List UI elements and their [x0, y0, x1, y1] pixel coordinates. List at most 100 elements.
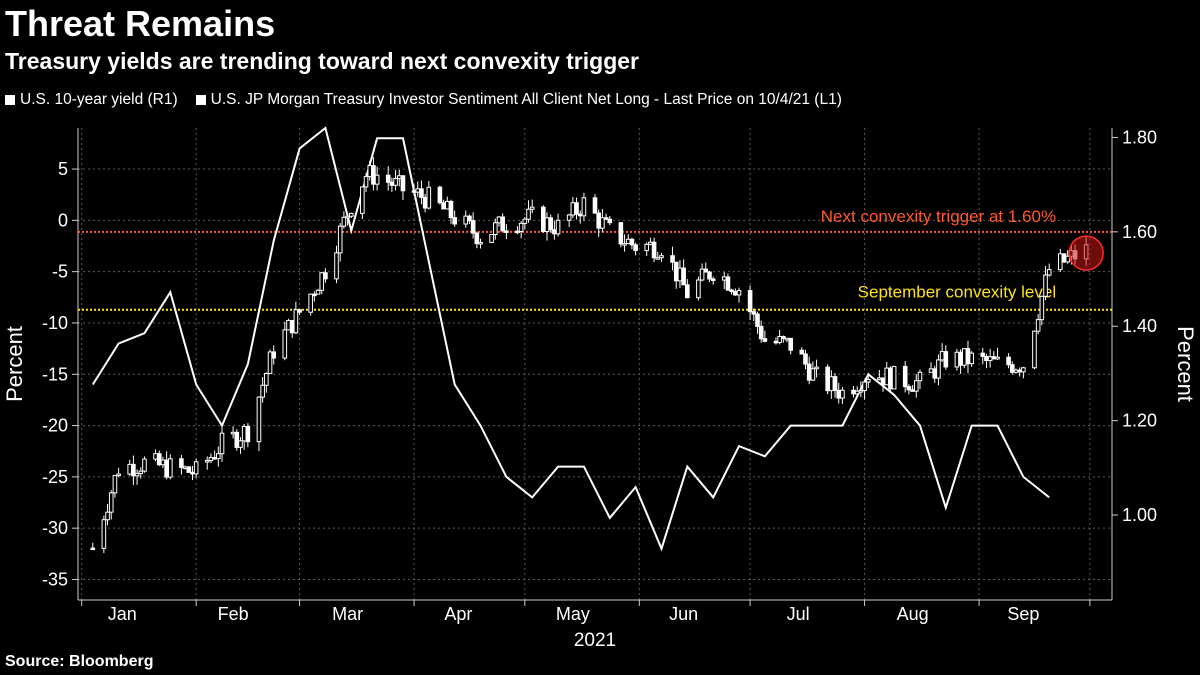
annotation-label-september: September convexity level	[858, 283, 1056, 302]
yield-candle-body	[90, 547, 96, 551]
yield-candle-body	[607, 218, 613, 224]
right-tick-label: 1.20	[1122, 411, 1157, 431]
yield-candle-body	[448, 200, 454, 219]
yield-candle-body	[131, 463, 136, 477]
yield-candle-body	[659, 255, 664, 259]
yield-candle-body	[721, 276, 727, 281]
yield-candle-body	[142, 458, 147, 472]
yield-candle-body	[426, 186, 432, 209]
yield-candle-body	[190, 471, 195, 475]
yield-candle-body	[289, 319, 295, 334]
left-tick-label: -35	[42, 569, 68, 589]
yield-candle-body	[515, 230, 520, 234]
month-tick-label: Jul	[787, 604, 810, 624]
yield-candle-body	[204, 460, 210, 463]
left-tick-label: -20	[42, 416, 68, 436]
yield-candle-body	[762, 338, 768, 342]
yield-candle-body	[219, 432, 225, 455]
yield-candle-body	[241, 426, 247, 442]
yield-candle-body	[622, 243, 627, 246]
yield-candle-body	[788, 337, 794, 351]
yield-candle-body	[389, 181, 395, 186]
left-tick-label: 5	[58, 159, 68, 179]
yield-candle-body	[891, 365, 897, 390]
yield-candle-body	[566, 214, 572, 221]
legend-swatch-yield	[5, 95, 15, 105]
yield-candle-body	[1017, 369, 1022, 373]
yield-candle-body	[747, 290, 753, 313]
yield-candle-body	[108, 492, 114, 513]
left-axis-title: Percent	[2, 326, 27, 402]
yield-candle-body	[685, 284, 690, 299]
yield-candle-body	[555, 219, 561, 235]
yield-candle-body	[544, 217, 550, 232]
yield-candle-body	[541, 206, 546, 232]
yield-candle-body	[699, 268, 705, 281]
yield-candle-body	[293, 309, 299, 334]
yield-candle-body	[987, 356, 993, 362]
yield-candle-body	[127, 463, 133, 475]
yield-candle-body	[478, 241, 483, 245]
yield-candle-body	[334, 252, 339, 280]
right-tick-label: 1.40	[1122, 316, 1157, 336]
month-tick-label: Apr	[444, 604, 472, 624]
yield-candle-body	[729, 289, 734, 293]
yield-candle-body	[814, 366, 819, 370]
yield-candle-body	[574, 202, 579, 215]
yield-candle-body	[518, 222, 524, 232]
yield-candle-body	[282, 329, 288, 359]
yield-candle-body	[134, 472, 140, 477]
yield-candle-body	[504, 230, 509, 233]
yield-candle-body	[784, 337, 790, 341]
yield-candle-body	[1046, 269, 1052, 276]
yield-candle-body	[230, 431, 236, 435]
yield-candle-body	[319, 272, 325, 291]
yield-candle-body	[101, 519, 107, 549]
yield-candle-body	[444, 200, 450, 210]
yield-candle-body	[1013, 369, 1019, 373]
yield-candle-body	[781, 335, 786, 339]
legend-swatch-sentiment	[195, 95, 206, 105]
yield-candle-body	[138, 470, 144, 474]
yield-candle-body	[411, 190, 417, 193]
yield-candle-body	[360, 186, 365, 214]
yield-candle-body	[928, 368, 934, 373]
yield-candle-body	[913, 380, 919, 392]
yield-candle-body	[799, 349, 805, 355]
month-tick-label: Sep	[1007, 604, 1039, 624]
yield-candle-body	[441, 202, 446, 210]
left-tick-label: -15	[42, 364, 68, 384]
yield-candle-body	[577, 213, 583, 217]
yield-candle-body	[345, 215, 350, 219]
yield-candle-body	[600, 217, 605, 229]
yield-candle-body	[703, 268, 709, 273]
yield-candle-body	[618, 222, 624, 245]
yield-candle-body	[1039, 295, 1045, 321]
yield-candle-body	[208, 457, 214, 462]
yield-candle-body	[1009, 364, 1015, 373]
yield-candle-body	[363, 176, 369, 188]
yield-candle-body	[751, 311, 757, 315]
yield-candle-body	[337, 225, 343, 254]
yield-candle-body	[234, 431, 240, 448]
yield-candle-body	[312, 293, 317, 297]
yield-candle-body	[633, 244, 638, 252]
yield-candle-body	[374, 174, 380, 185]
month-tick-label: Feb	[218, 604, 249, 624]
legend-label-sentiment: U.S. JP Morgan Treasury Investor Sentime…	[210, 91, 842, 108]
yield-candle-body	[991, 356, 997, 360]
right-tick-label: 1.00	[1122, 505, 1157, 525]
yield-candle-body	[777, 335, 782, 344]
yield-candle-body	[112, 475, 118, 494]
month-tick-label: Jun	[669, 604, 698, 624]
yield-candle-body	[980, 352, 986, 357]
chart-title: Threat Remains	[5, 3, 276, 44]
yield-candle-body	[707, 271, 712, 280]
yield-candle-body	[936, 359, 941, 379]
yield-candle-body	[603, 217, 609, 220]
yield-candle-body	[467, 215, 472, 222]
yield-candle-body	[803, 353, 808, 365]
month-tick-label: Jan	[108, 604, 137, 624]
yield-candle-body	[773, 340, 779, 344]
yield-candle-body	[877, 377, 882, 381]
